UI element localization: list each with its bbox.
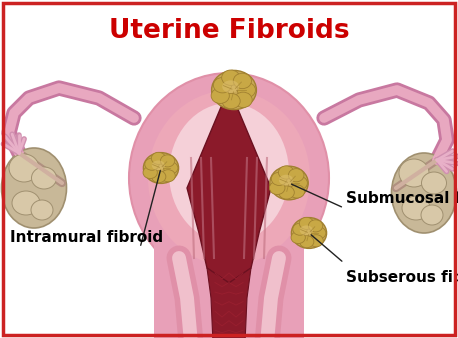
Ellipse shape — [292, 176, 307, 190]
Ellipse shape — [145, 158, 159, 170]
Ellipse shape — [421, 205, 443, 225]
Text: Uterine Fibroids: Uterine Fibroids — [109, 18, 349, 44]
Ellipse shape — [31, 200, 53, 220]
Ellipse shape — [129, 73, 329, 283]
Ellipse shape — [234, 92, 252, 107]
Ellipse shape — [300, 225, 313, 235]
Ellipse shape — [271, 172, 287, 186]
Ellipse shape — [300, 217, 314, 230]
Ellipse shape — [309, 235, 323, 247]
Ellipse shape — [279, 175, 293, 186]
Ellipse shape — [143, 166, 158, 178]
Ellipse shape — [222, 80, 239, 93]
Ellipse shape — [289, 185, 305, 198]
Ellipse shape — [169, 103, 289, 243]
Ellipse shape — [151, 152, 166, 164]
Ellipse shape — [211, 88, 229, 103]
Ellipse shape — [152, 171, 166, 183]
Ellipse shape — [279, 186, 294, 199]
Text: Submucosal fibroid: Submucosal fibroid — [346, 191, 458, 206]
Text: Intramural fibroid: Intramural fibroid — [10, 231, 163, 245]
Polygon shape — [187, 88, 271, 283]
Ellipse shape — [143, 152, 179, 184]
Ellipse shape — [32, 167, 56, 189]
Ellipse shape — [12, 191, 40, 215]
Ellipse shape — [161, 170, 175, 182]
Text: Subserous fibroid: Subserous fibroid — [346, 270, 458, 285]
FancyBboxPatch shape — [154, 223, 304, 338]
Ellipse shape — [293, 223, 307, 235]
Ellipse shape — [421, 172, 447, 194]
Ellipse shape — [213, 77, 232, 93]
Ellipse shape — [399, 159, 429, 187]
Ellipse shape — [222, 93, 240, 109]
Ellipse shape — [291, 232, 305, 244]
Ellipse shape — [402, 196, 430, 220]
Ellipse shape — [152, 161, 165, 170]
Ellipse shape — [270, 166, 308, 200]
Ellipse shape — [1, 148, 66, 228]
Ellipse shape — [278, 166, 294, 179]
Ellipse shape — [237, 82, 256, 98]
Polygon shape — [207, 268, 251, 338]
Ellipse shape — [9, 154, 39, 182]
Ellipse shape — [269, 181, 285, 195]
Ellipse shape — [311, 227, 326, 239]
Polygon shape — [219, 88, 239, 108]
Ellipse shape — [300, 236, 314, 248]
Ellipse shape — [291, 218, 327, 248]
Ellipse shape — [164, 162, 178, 174]
Ellipse shape — [392, 153, 457, 233]
Ellipse shape — [212, 70, 256, 110]
Ellipse shape — [222, 70, 240, 86]
Ellipse shape — [148, 91, 310, 266]
Ellipse shape — [233, 73, 251, 89]
Ellipse shape — [308, 220, 323, 232]
Ellipse shape — [289, 169, 304, 182]
Ellipse shape — [160, 155, 174, 167]
